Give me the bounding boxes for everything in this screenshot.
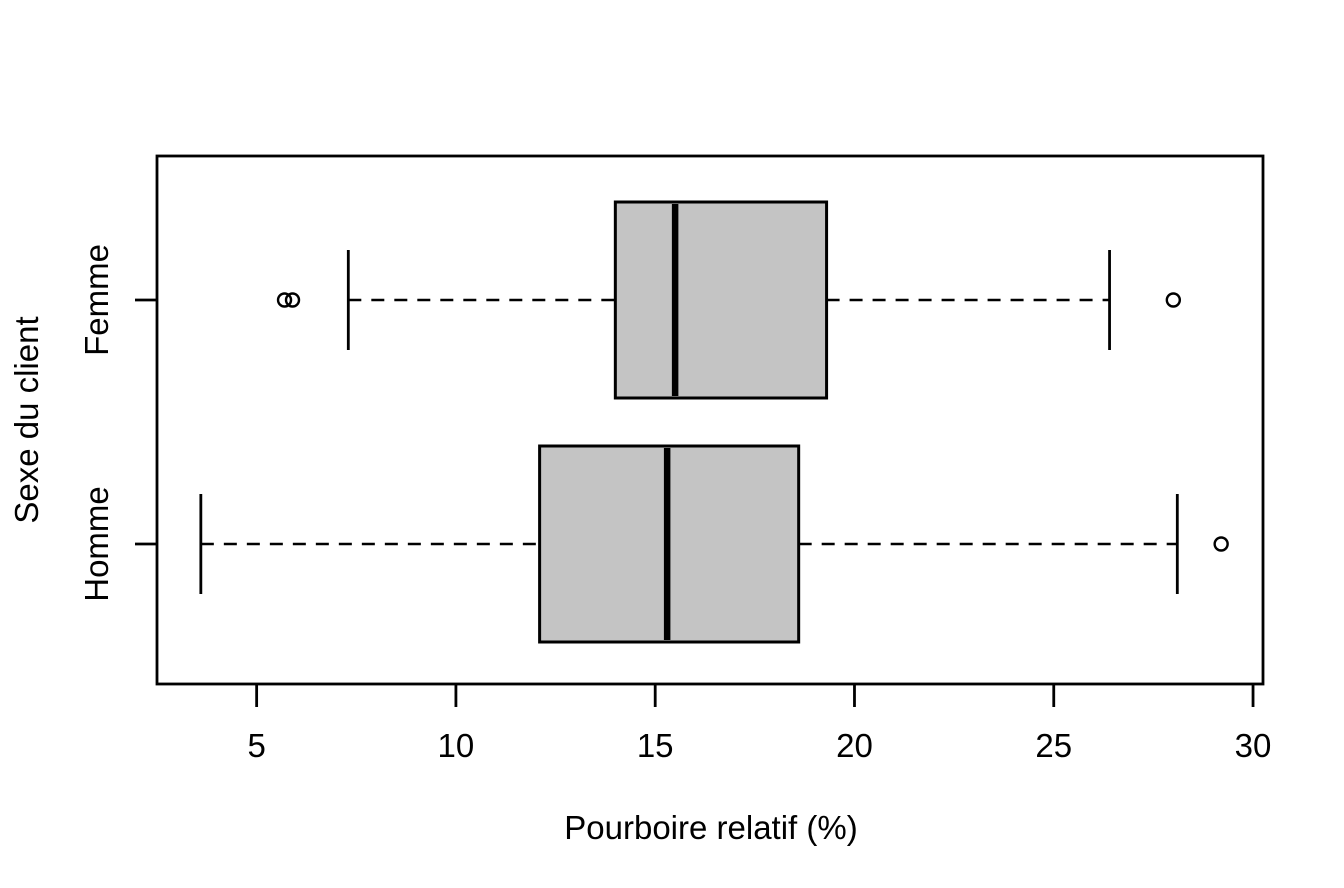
outlier-point bbox=[1213, 536, 1229, 552]
y-axis-title: Sexe du client bbox=[8, 316, 45, 523]
box-group-femme bbox=[276, 200, 1182, 400]
x-tick-label: 10 bbox=[438, 727, 475, 764]
x-tick-label: 25 bbox=[1035, 727, 1072, 764]
x-tick-label: 5 bbox=[247, 727, 265, 764]
x-tick-label: 20 bbox=[836, 727, 873, 764]
box-group-homme bbox=[199, 444, 1229, 644]
boxplot-series bbox=[199, 200, 1229, 644]
y-tick-label-homme: Homme bbox=[78, 486, 115, 602]
x-tick-label: 30 bbox=[1235, 727, 1272, 764]
outlier-point bbox=[1165, 292, 1182, 308]
outlier-point bbox=[276, 292, 293, 308]
x-tick-label: 15 bbox=[637, 727, 674, 764]
outlier-point bbox=[284, 292, 301, 308]
y-axis: Femme Homme bbox=[78, 244, 157, 602]
iqr-box bbox=[613, 200, 829, 400]
x-axis: 5 10 15 20 25 30 bbox=[247, 684, 1271, 764]
y-tick-label-femme: Femme bbox=[78, 244, 115, 356]
x-axis-title: Pourboire relatif (%) bbox=[564, 809, 857, 846]
plot-border bbox=[155, 154, 1265, 686]
